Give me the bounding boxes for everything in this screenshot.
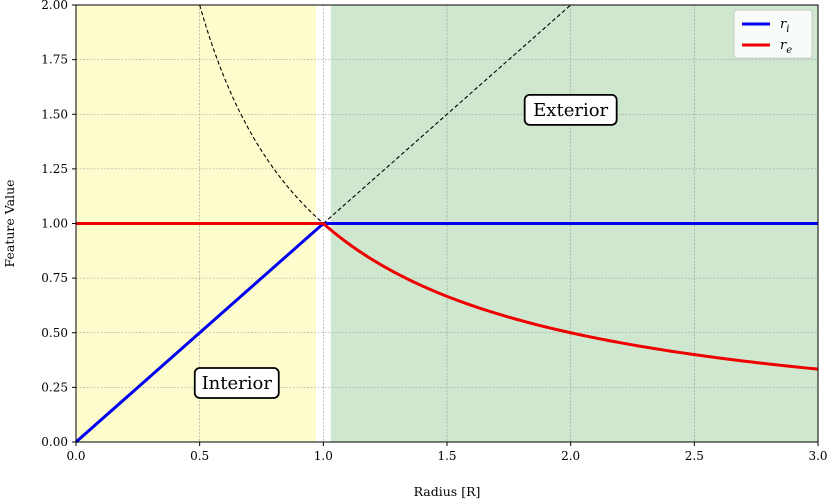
- annotation-text: Exterior: [533, 100, 608, 121]
- x-axis-label: Radius [R]: [414, 484, 481, 499]
- y-tick-label: 1.25: [41, 162, 68, 176]
- guide-curve-inverse: [199, 4, 324, 224]
- annotations-layer: Interior Exterior: [193, 93, 618, 399]
- y-tick-label: 1.00: [41, 217, 68, 231]
- x-tick-label: 0.0: [66, 449, 85, 463]
- y-tick-label: 0.50: [41, 326, 68, 340]
- x-tick-label: 1.0: [314, 449, 333, 463]
- x-tick-label: 1.5: [437, 449, 456, 463]
- x-tick-label: 3.0: [808, 449, 827, 463]
- annotation-box: [193, 367, 280, 399]
- legend-item-r-e: re: [742, 38, 792, 56]
- legend-label: re: [780, 38, 792, 56]
- annotation-text: Interior: [202, 373, 273, 394]
- legend-item-r-i: ri: [742, 17, 789, 35]
- guide-curve-linear: [322, 4, 572, 224]
- annotation-exterior: Exterior: [523, 93, 618, 126]
- guide-curves-layer: [199, 4, 572, 224]
- y-axis-label: Feature Value: [2, 179, 17, 267]
- annotation-box: [523, 93, 618, 126]
- legend-label: ri: [780, 17, 789, 35]
- y-tick-label: 1.75: [41, 53, 68, 67]
- x-tick-label: 0.5: [190, 449, 209, 463]
- series-layer: [75, 222, 819, 444]
- y-tick-label: 1.50: [41, 107, 68, 121]
- series-line-r-e: [76, 222, 819, 371]
- ticks-layer: 0.0 0.5 1.0 1.5 2.0 2.5 3.0 0.00 0.25 0.50 0.75 1.0…: [41, 0, 827, 463]
- legend: ri re: [733, 9, 813, 59]
- y-tick-label: 0.00: [41, 435, 68, 449]
- x-tick-label: 2.0: [561, 449, 580, 463]
- y-tick-label: 2.00: [41, 0, 68, 12]
- y-tick-label: 0.25: [41, 380, 68, 394]
- legend-frame: [733, 9, 813, 59]
- x-tick-label: 2.5: [685, 449, 704, 463]
- annotation-interior: Interior: [193, 367, 280, 399]
- y-tick-label: 0.75: [41, 271, 68, 285]
